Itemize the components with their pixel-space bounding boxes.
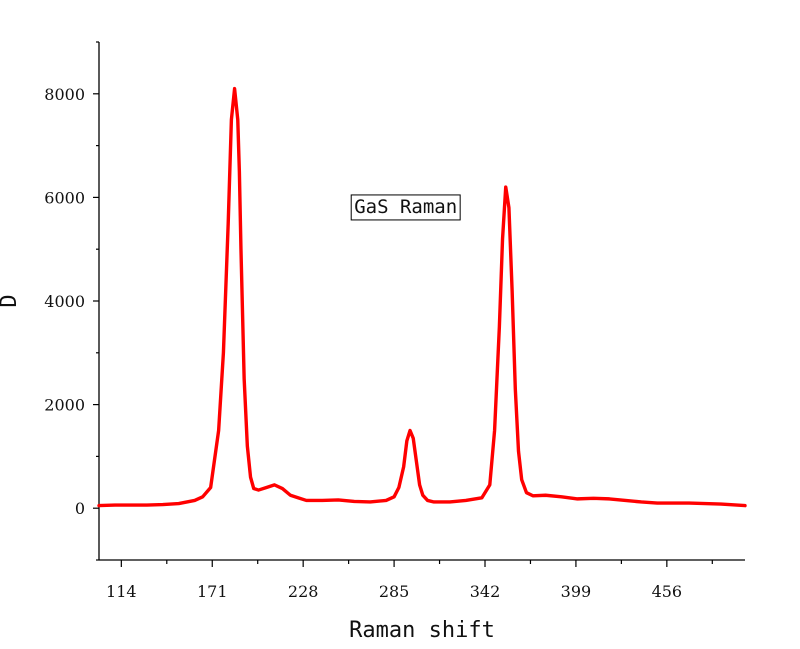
x-axis-title: Raman shift bbox=[349, 618, 495, 643]
axes bbox=[98, 42, 745, 561]
y-tick-label: 8000 bbox=[44, 85, 85, 104]
x-tick-label: 171 bbox=[197, 582, 228, 601]
x-ticks: 114 171 228 285 342 399 456 bbox=[106, 560, 713, 601]
x-tick-label: 342 bbox=[470, 582, 501, 601]
y-axis-title: D bbox=[0, 294, 22, 307]
x-tick-label: 285 bbox=[379, 582, 410, 601]
series-line bbox=[97, 86, 747, 508]
y-tick-label: 2000 bbox=[44, 396, 85, 415]
x-tick-label: 399 bbox=[561, 582, 592, 601]
annotation-box bbox=[350, 194, 461, 221]
annotation-label: GaS Raman bbox=[354, 196, 457, 218]
x-tick-label: 456 bbox=[652, 582, 683, 601]
x-tick-label: 114 bbox=[106, 582, 137, 601]
y-ticks: 0 2000 4000 6000 8000 bbox=[44, 41, 99, 561]
y-tick-label: 6000 bbox=[44, 188, 85, 207]
y-tick-label: 4000 bbox=[44, 292, 85, 311]
annotation: GaS Raman bbox=[350, 194, 461, 221]
series-layer bbox=[97, 86, 747, 508]
annotation-layer: GaS Raman bbox=[350, 194, 461, 221]
x-tick-label: 228 bbox=[288, 582, 319, 601]
y-tick-label: 0 bbox=[75, 499, 85, 518]
